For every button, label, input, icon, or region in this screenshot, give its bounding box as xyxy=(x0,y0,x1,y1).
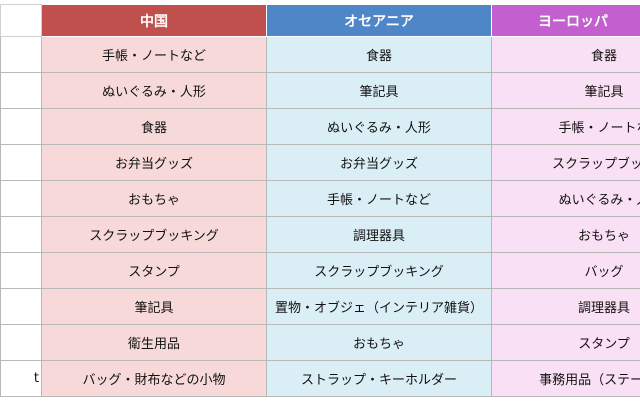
table-row: スタンプ スクラップブッキング バッグ xyxy=(0,252,640,289)
europe-cell: おもちゃ xyxy=(491,216,640,253)
oceania-cell: ストラップ・キーホルダー xyxy=(266,360,492,397)
europe-cell: 手帳・ノートな xyxy=(491,108,640,145)
row-rank-cell xyxy=(0,72,42,109)
europe-cell: バッグ xyxy=(491,252,640,289)
table-row: 筆記具 置物・オブジェ（インテリア雑貨） 調理器具 xyxy=(0,288,640,325)
europe-cell: スタンプ xyxy=(491,324,640,361)
table-row: t バッグ・財布などの小物 ストラップ・キーホルダー 事務用品（ステーショ xyxy=(0,360,640,397)
table-row: 衛生用品 おもちゃ スタンプ xyxy=(0,324,640,361)
europe-cell: 調理器具 xyxy=(491,288,640,325)
china-cell: バッグ・財布などの小物 xyxy=(41,360,267,397)
row-rank-cell xyxy=(0,252,42,289)
oceania-cell: お弁当グッズ xyxy=(266,144,492,181)
table-row: 食器 ぬいぐるみ・人形 手帳・ノートな xyxy=(0,108,640,145)
europe-cell: 事務用品（ステーショ xyxy=(491,360,640,397)
table-row: 手帳・ノートなど 食器 食器 xyxy=(0,36,640,73)
oceania-cell: ぬいぐるみ・人形 xyxy=(266,108,492,145)
oceania-cell: おもちゃ xyxy=(266,324,492,361)
row-rank-cell xyxy=(0,36,42,73)
china-cell: お弁当グッズ xyxy=(41,144,267,181)
header-row: 中国 オセアニア ヨーロッパ xyxy=(0,4,640,37)
oceania-cell: 調理器具 xyxy=(266,216,492,253)
row-rank-cell xyxy=(0,288,42,325)
oceania-cell: 置物・オブジェ（インテリア雑貨） xyxy=(266,288,492,325)
oceania-header: オセアニア xyxy=(266,4,492,37)
oceania-cell: 手帳・ノートなど xyxy=(266,180,492,217)
china-cell: おもちゃ xyxy=(41,180,267,217)
china-cell: 食器 xyxy=(41,108,267,145)
china-cell: スタンプ xyxy=(41,252,267,289)
china-cell: ぬいぐるみ・人形 xyxy=(41,72,267,109)
europe-header: ヨーロッパ xyxy=(491,4,640,37)
china-cell: 衛生用品 xyxy=(41,324,267,361)
row-rank-cell xyxy=(0,324,42,361)
row-rank-cell xyxy=(0,108,42,145)
europe-cell: 食器 xyxy=(491,36,640,73)
china-header: 中国 xyxy=(41,4,267,37)
table-row: おもちゃ 手帳・ノートなど ぬいぐるみ・人 xyxy=(0,180,640,217)
oceania-cell: 食器 xyxy=(266,36,492,73)
china-cell: 手帳・ノートなど xyxy=(41,36,267,73)
row-rank-cell xyxy=(0,180,42,217)
row-rank-cell: t xyxy=(0,360,42,397)
ranking-table: 中国 オセアニア ヨーロッパ 手帳・ノートなど 食器 食器 ぬいぐるみ・人形 筆… xyxy=(0,4,640,397)
table-row: お弁当グッズ お弁当グッズ スクラップブッキ xyxy=(0,144,640,181)
europe-cell: 筆記具 xyxy=(491,72,640,109)
europe-cell: ぬいぐるみ・人 xyxy=(491,180,640,217)
oceania-cell: 筆記具 xyxy=(266,72,492,109)
table-row: ぬいぐるみ・人形 筆記具 筆記具 xyxy=(0,72,640,109)
row-rank-cell xyxy=(0,216,42,253)
table-row: スクラップブッキング 調理器具 おもちゃ xyxy=(0,216,640,253)
corner-header xyxy=(0,4,42,37)
europe-cell: スクラップブッキ xyxy=(491,144,640,181)
china-cell: スクラップブッキング xyxy=(41,216,267,253)
row-rank-cell xyxy=(0,144,42,181)
china-cell: 筆記具 xyxy=(41,288,267,325)
oceania-cell: スクラップブッキング xyxy=(266,252,492,289)
